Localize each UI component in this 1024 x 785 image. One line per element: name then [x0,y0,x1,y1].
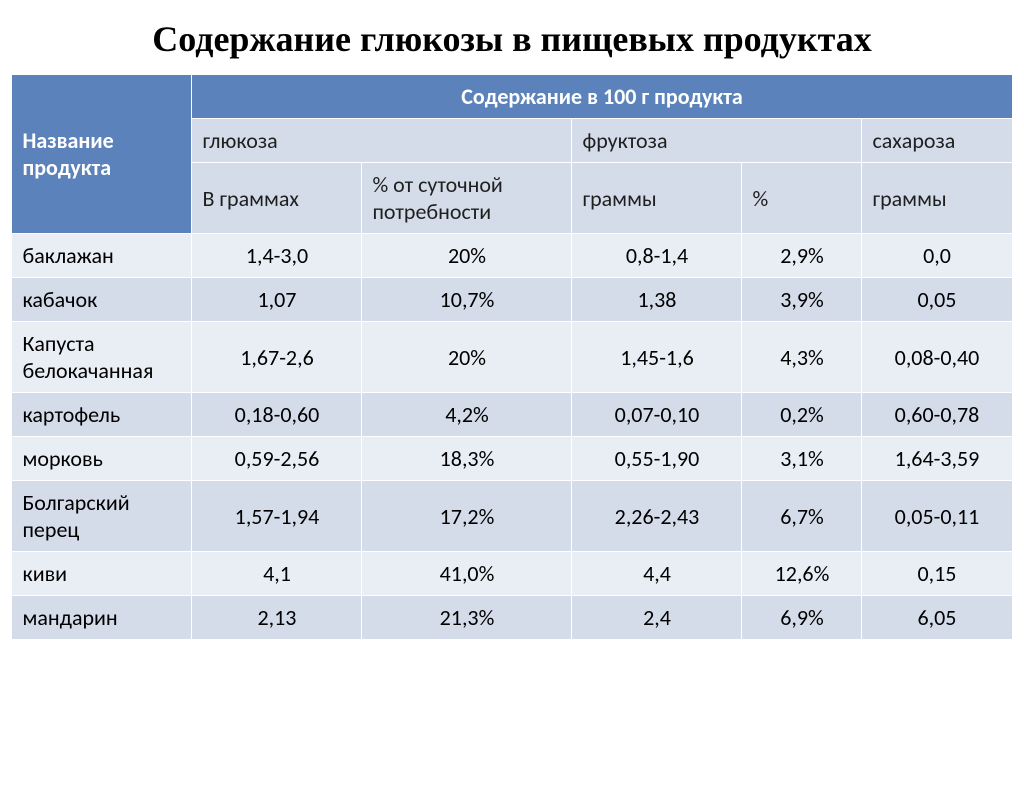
table-row: картофель0,18-0,604,2%0,07-0,100,2%0,60-… [12,393,1012,437]
table-body: баклажан1,4-3,020%0,8-1,42,9%0,0кабачок1… [12,234,1012,640]
cell-product-name: мандарин [12,596,192,640]
table-row: морковь0,59-2,5618,3%0,55-1,903,1%1,64-3… [12,437,1012,481]
cell-glucose-grams: 1,57-1,94 [192,481,362,552]
cell-fructose-pct: 3,9% [742,278,862,322]
cell-fructose-grams: 1,38 [572,278,742,322]
table-row: киви4,141,0%4,412,6%0,15 [12,552,1012,596]
cell-glucose-pct: 4,2% [362,393,572,437]
glucose-table: Название продукта Содержание в 100 г про… [11,74,1012,640]
page-title: Содержание глюкозы в пищевых продуктах [0,18,1024,60]
cell-product-name: баклажан [12,234,192,278]
cell-sucrose-grams: 6,05 [862,596,1012,640]
cell-fructose-grams: 0,8-1,4 [572,234,742,278]
cell-fructose-grams: 1,45-1,6 [572,322,742,393]
table-row: Капуста белокачанная1,67-2,620%1,45-1,64… [12,322,1012,393]
cell-fructose-pct: 4,3% [742,322,862,393]
cell-sucrose-grams: 0,08-0,40 [862,322,1012,393]
cell-glucose-grams: 1,4-3,0 [192,234,362,278]
cell-glucose-pct: 20% [362,322,572,393]
cell-product-name: Болгарский перец [12,481,192,552]
cell-glucose-grams: 0,18-0,60 [192,393,362,437]
cell-glucose-pct: 21,3% [362,596,572,640]
cell-fructose-pct: 6,9% [742,596,862,640]
cell-product-name: картофель [12,393,192,437]
col-header-glucose-grams: В граммах [192,163,362,234]
cell-product-name: морковь [12,437,192,481]
cell-fructose-pct: 3,1% [742,437,862,481]
cell-product-name: киви [12,552,192,596]
cell-sucrose-grams: 0,05 [862,278,1012,322]
cell-sucrose-grams: 0,05-0,11 [862,481,1012,552]
cell-fructose-grams: 4,4 [572,552,742,596]
cell-fructose-grams: 2,4 [572,596,742,640]
table-row: мандарин2,1321,3%2,46,9%6,05 [12,596,1012,640]
cell-product-name: Капуста белокачанная [12,322,192,393]
cell-fructose-grams: 0,07-0,10 [572,393,742,437]
col-header-fructose-grams: граммы [572,163,742,234]
cell-fructose-pct: 12,6% [742,552,862,596]
cell-fructose-pct: 2,9% [742,234,862,278]
col-header-sucrose-grams: граммы [862,163,1012,234]
cell-sucrose-grams: 1,64-3,59 [862,437,1012,481]
table-row: баклажан1,4-3,020%0,8-1,42,9%0,0 [12,234,1012,278]
cell-glucose-grams: 4,1 [192,552,362,596]
col-header-fructose: фруктоза [572,119,862,163]
cell-sucrose-grams: 0,60-0,78 [862,393,1012,437]
cell-glucose-grams: 1,67-2,6 [192,322,362,393]
cell-fructose-pct: 6,7% [742,481,862,552]
cell-glucose-pct: 41,0% [362,552,572,596]
cell-glucose-pct: 18,3% [362,437,572,481]
col-header-product: Название продукта [12,75,192,234]
cell-glucose-pct: 17,2% [362,481,572,552]
col-header-sucrose: сахароза [862,119,1012,163]
cell-glucose-pct: 20% [362,234,572,278]
cell-product-name: кабачок [12,278,192,322]
cell-glucose-grams: 1,07 [192,278,362,322]
cell-sucrose-grams: 0,0 [862,234,1012,278]
col-header-glucose: глюкоза [192,119,572,163]
table-row: кабачок1,0710,7%1,383,9%0,05 [12,278,1012,322]
cell-glucose-pct: 10,7% [362,278,572,322]
cell-fructose-grams: 2,26-2,43 [572,481,742,552]
cell-glucose-grams: 2,13 [192,596,362,640]
col-header-fructose-pct: % [742,163,862,234]
table-row: Болгарский перец1,57-1,9417,2%2,26-2,436… [12,481,1012,552]
cell-fructose-pct: 0,2% [742,393,862,437]
col-header-content100g: Содержание в 100 г продукта [192,75,1012,119]
cell-sucrose-grams: 0,15 [862,552,1012,596]
cell-glucose-grams: 0,59-2,56 [192,437,362,481]
col-header-glucose-pct: % от суточной потребности [362,163,572,234]
cell-fructose-grams: 0,55-1,90 [572,437,742,481]
